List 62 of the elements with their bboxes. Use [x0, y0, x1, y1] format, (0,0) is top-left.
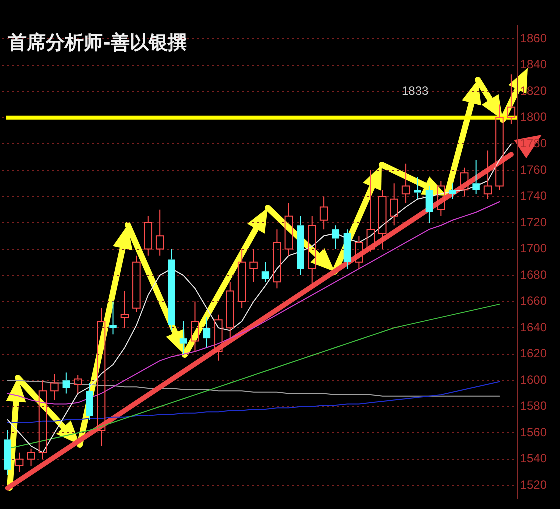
candlestick	[4, 430, 12, 476]
candlestick	[86, 382, 94, 420]
candlestick	[449, 183, 457, 200]
candlestick	[120, 290, 130, 329]
candlestick	[344, 229, 352, 270]
candlestick	[262, 262, 270, 283]
annotation: 1833	[402, 84, 429, 98]
y-tick-label: 1760	[520, 162, 548, 177]
candlestick	[507, 74, 516, 125]
candlestick	[15, 452, 24, 474]
candlestick	[238, 248, 246, 309]
candlestick	[484, 150, 492, 200]
y-tick-label: 1660	[520, 294, 548, 308]
candlestick	[460, 167, 469, 198]
candlestick	[437, 180, 446, 217]
y-tick-label: 1600	[520, 372, 548, 387]
y-tick-label: 1540	[520, 452, 548, 466]
candlestick	[214, 314, 223, 362]
candlestick	[203, 317, 211, 348]
candlestick	[366, 170, 376, 252]
candlestick	[332, 225, 340, 250]
candlestick	[250, 248, 258, 283]
candlestick	[74, 374, 82, 394]
y-tick-label: 1700	[520, 242, 548, 256]
y-tick-label: 1560	[520, 425, 548, 440]
y-tick-label: 1520	[520, 478, 548, 492]
candlestick	[38, 380, 48, 460]
candlestick	[97, 308, 106, 447]
candlestick	[110, 301, 117, 336]
candlestick	[472, 159, 480, 195]
candlestick	[426, 186, 434, 224]
candlestick	[390, 183, 398, 226]
candlestick	[50, 374, 59, 401]
candlestick	[132, 255, 141, 313]
candlestick	[284, 202, 294, 256]
candlestick	[168, 248, 176, 332]
candlestick	[414, 176, 422, 200]
candlestick	[320, 196, 328, 230]
candlestick	[144, 216, 153, 256]
candlestick	[226, 282, 235, 340]
candlestick	[180, 321, 188, 355]
candlestick	[156, 209, 164, 256]
candlestick	[308, 216, 316, 290]
y-tick-label: 1580	[520, 399, 548, 414]
candlestick	[273, 229, 282, 290]
candlestick	[191, 301, 200, 352]
candlestick	[402, 163, 410, 204]
y-tick-label: 1680	[520, 268, 548, 282]
candlestick	[378, 190, 387, 250]
chart-title: 首席分析师-善以银撰	[8, 31, 187, 56]
y-tick-label: 1620	[520, 346, 548, 361]
y-tick-label: 1740	[520, 189, 548, 204]
candlestick	[297, 216, 304, 276]
y-tick-label: 1720	[520, 215, 548, 230]
candlestick	[355, 236, 364, 270]
candlestick	[62, 372, 70, 394]
y-tick-label: 1860	[520, 31, 548, 46]
y-tick-label: 1840	[520, 58, 548, 72]
candlestick	[496, 104, 504, 191]
y-tick-label: 1640	[520, 320, 548, 334]
y-tick-label: 1800	[520, 110, 548, 124]
candlestick	[27, 448, 36, 466]
